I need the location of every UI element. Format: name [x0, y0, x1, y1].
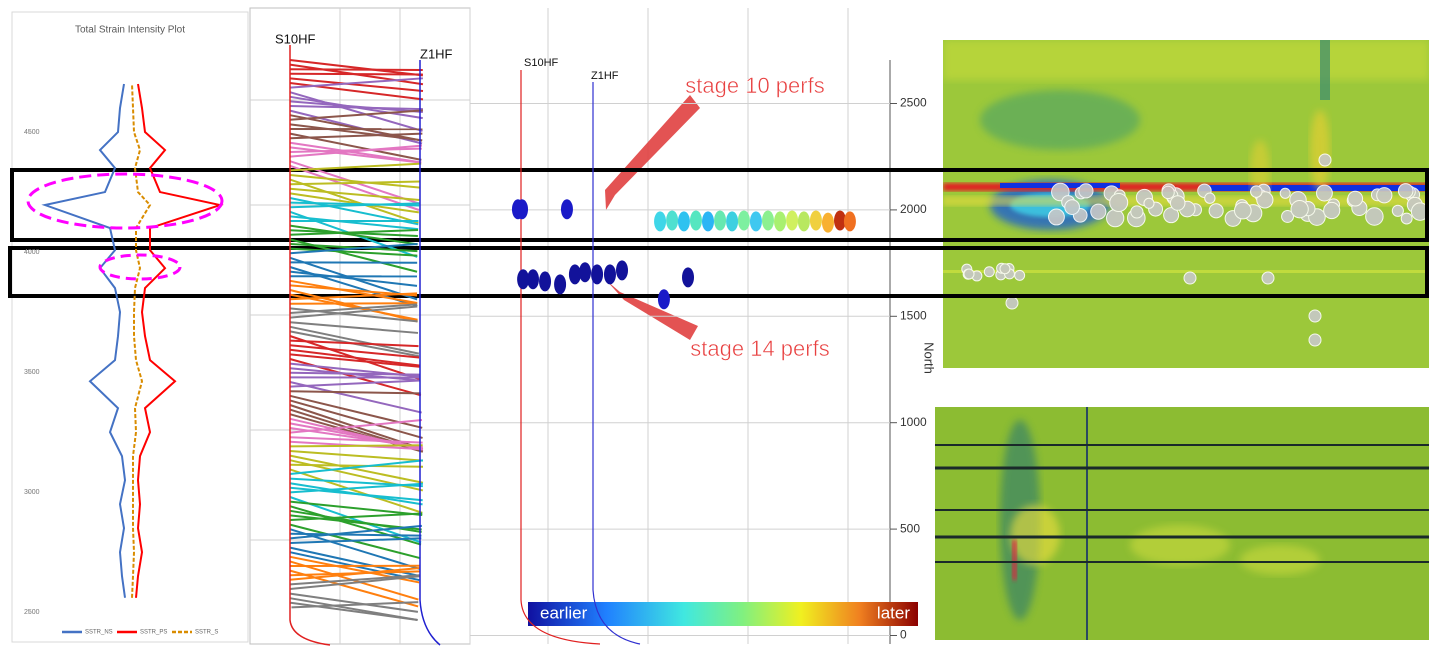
event-marker: [1048, 209, 1064, 225]
event-marker: [1280, 188, 1290, 198]
point: [666, 211, 678, 231]
well-label: S10HF: [275, 31, 316, 46]
event-marker: [1015, 270, 1025, 280]
event-marker: [964, 269, 974, 279]
point: [738, 211, 750, 231]
y-axis-label: North: [922, 342, 937, 374]
y-tick-label: 2500: [24, 609, 40, 616]
y-tick-label: 1500: [900, 308, 927, 322]
point: [774, 211, 786, 231]
event-marker: [1170, 196, 1185, 211]
point: [554, 274, 566, 294]
point: [658, 289, 670, 309]
point: [579, 262, 591, 282]
event-marker: [1309, 334, 1321, 346]
point: [604, 264, 616, 284]
event-marker: [1065, 200, 1080, 215]
point: [702, 211, 714, 231]
legend-label: SSTR_NS: [85, 630, 113, 636]
page: Total Strain Intensity Plot: [0, 0, 1429, 647]
event-marker: [1162, 186, 1174, 198]
connector: [290, 69, 423, 70]
point: [654, 211, 666, 231]
annotation: stage 14 perfs: [690, 336, 829, 361]
event-marker: [1262, 272, 1274, 284]
legend-label: SSTR_PS: [140, 630, 167, 636]
point: [810, 211, 822, 231]
panel-frame: [12, 12, 248, 642]
point: [844, 211, 856, 231]
point: [682, 267, 694, 287]
point: [714, 211, 726, 231]
point: [569, 264, 581, 284]
event-marker: [1091, 204, 1106, 219]
connector: [290, 74, 423, 75]
heatmap: [935, 407, 1429, 640]
point: [591, 264, 603, 284]
y-tick-label: 3500: [24, 369, 40, 376]
well-label: S10HF: [524, 57, 559, 69]
point: [539, 271, 551, 291]
event-marker: [1398, 184, 1413, 199]
point: [798, 211, 810, 231]
point: [690, 211, 702, 231]
well-label: Z1HF: [591, 70, 619, 82]
y-tick-label: 1000: [900, 415, 927, 429]
connector: [290, 445, 423, 446]
point: [762, 211, 774, 231]
event-marker: [984, 267, 994, 277]
point: [516, 199, 528, 219]
y-tick-label: 3000: [24, 489, 40, 496]
event-marker: [1366, 208, 1383, 225]
y-tick-label: 2500: [900, 96, 927, 110]
event-marker: [1234, 202, 1251, 219]
point: [750, 211, 762, 231]
annotation: stage 10 perfs: [685, 73, 824, 98]
y-tick-label: 2000: [900, 202, 927, 216]
point: [561, 199, 573, 219]
event-marker: [1324, 202, 1340, 218]
chart-title: Total Strain Intensity Plot: [75, 25, 185, 36]
legend-label: SSTR_S: [195, 630, 218, 636]
event-marker: [1205, 193, 1215, 203]
well-label: Z1HF: [420, 46, 453, 61]
point: [822, 213, 834, 233]
event-marker: [1079, 184, 1093, 198]
event-marker: [1006, 297, 1018, 309]
point: [527, 269, 539, 289]
connector: [290, 303, 417, 304]
event-marker: [1184, 272, 1196, 284]
event-marker: [1291, 201, 1308, 218]
event-marker: [1107, 209, 1124, 226]
event-marker: [1110, 193, 1128, 211]
y-tick-label: 4500: [24, 129, 40, 136]
event-marker: [1309, 310, 1321, 322]
panel-frame: [250, 8, 470, 644]
event-marker: [1209, 204, 1223, 218]
heatmap: [943, 40, 1429, 368]
colorbar-label: earlier: [540, 603, 588, 622]
point: [786, 211, 798, 231]
point: [678, 211, 690, 231]
y-tick-label: 0: [900, 628, 907, 642]
event-marker: [1131, 206, 1143, 218]
event-marker: [1319, 154, 1331, 166]
event-marker: [1251, 186, 1262, 197]
event-marker: [1144, 198, 1154, 208]
event-marker: [1392, 205, 1403, 216]
colorbar-label: later: [877, 603, 910, 622]
point: [726, 211, 738, 231]
event-marker: [1000, 264, 1010, 274]
event-marker: [1317, 185, 1333, 201]
y-tick-label: 4000: [24, 249, 40, 256]
y-tick-label: 500: [900, 521, 920, 535]
well-path: [521, 70, 600, 644]
point: [616, 260, 628, 280]
event-marker: [1401, 213, 1412, 224]
event-marker: [1348, 191, 1363, 206]
event-marker: [1377, 188, 1392, 203]
figure: Total Strain Intensity Plot: [0, 0, 1429, 647]
